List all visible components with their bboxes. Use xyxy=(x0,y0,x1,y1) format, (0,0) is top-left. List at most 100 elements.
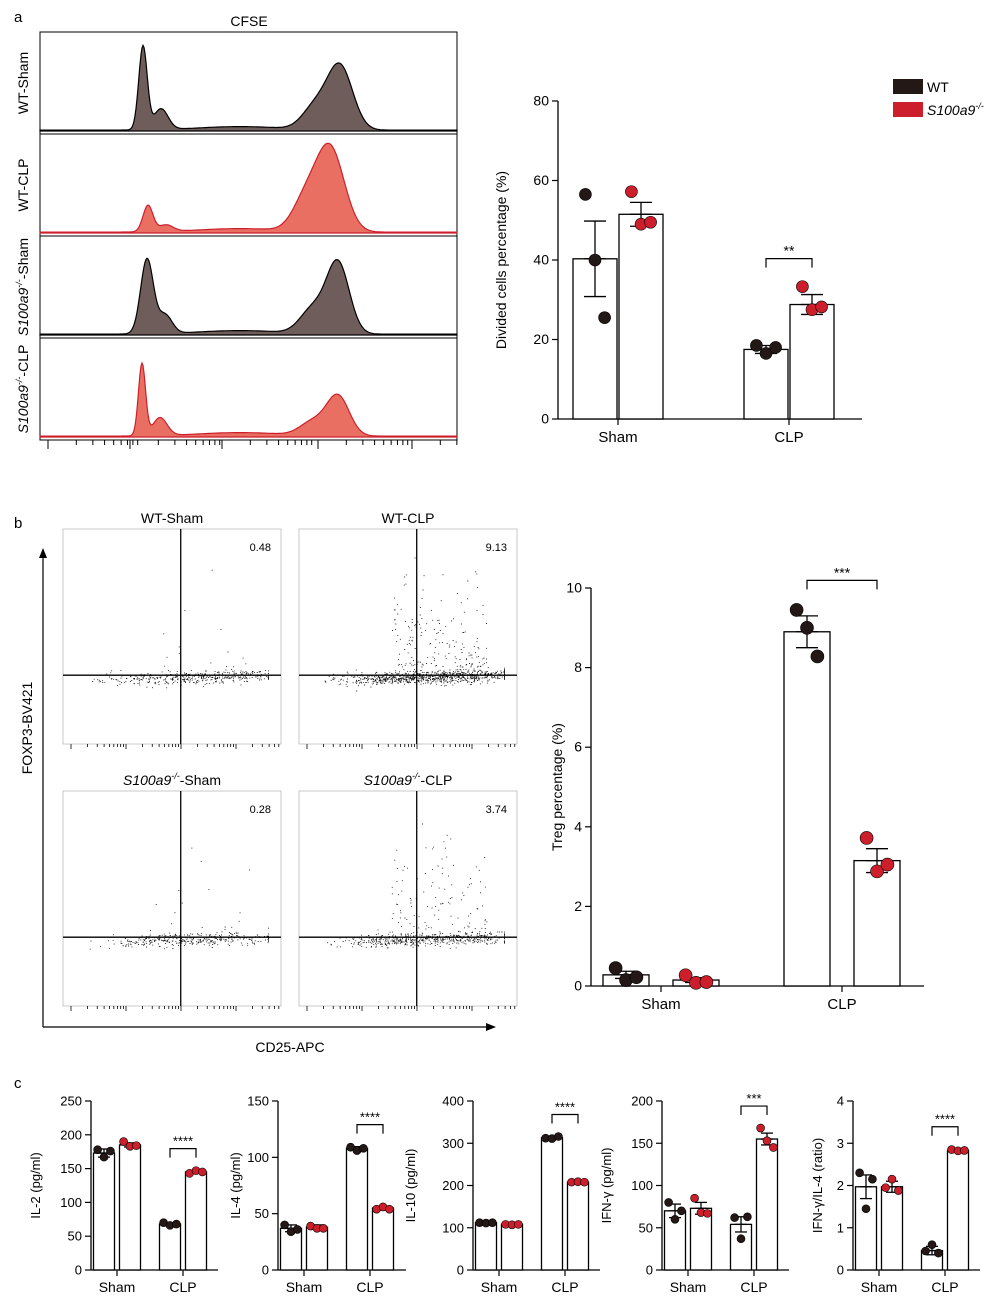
y-tick-label: 150 xyxy=(60,1161,82,1176)
cfse-histogram-panel: CFSE WT-Sham WT-CLP S100a9-/--Sham S100a9-/… xyxy=(14,13,458,449)
data-point xyxy=(880,857,895,872)
significance-bracket xyxy=(169,1148,197,1158)
histogram-row-label: S100a9-/--Sham xyxy=(14,238,31,336)
data-point xyxy=(887,1174,897,1184)
x-tick-label: CLP xyxy=(740,1279,767,1295)
y-tick-label: 150 xyxy=(247,1094,269,1109)
data-point xyxy=(730,1213,739,1222)
data-point xyxy=(488,1218,497,1227)
significance-label: *** xyxy=(746,1091,761,1106)
histogram-frame xyxy=(39,133,458,237)
significance-bracket xyxy=(806,579,878,590)
data-point xyxy=(293,1225,302,1234)
flow-plot-title: WT-CLP xyxy=(382,510,435,526)
flow-y-label: FOXP3-BV421 xyxy=(19,681,35,774)
histogram-frame xyxy=(39,235,458,339)
legend-wt-label: WT xyxy=(927,79,949,95)
histogram-frame xyxy=(39,337,458,441)
data-point xyxy=(855,1168,864,1178)
data-point xyxy=(921,1246,930,1256)
y-tick-label: 100 xyxy=(60,1195,82,1210)
bar xyxy=(618,213,664,420)
data-point xyxy=(670,1215,680,1224)
x-tick-label: Sham xyxy=(481,1279,518,1295)
bar xyxy=(474,1222,498,1271)
panel-label-b: b xyxy=(14,515,22,532)
data-point xyxy=(960,1146,969,1155)
quadrant-percentage: 0.48 xyxy=(250,542,271,554)
chart-c-ifng: 0 50 100 150 200 IFN-γ (pg/ml) Sham CLP *** xyxy=(599,1091,789,1295)
flow-plot-title: S100a9-/--CLP xyxy=(364,771,453,788)
y-tick-label: 20 xyxy=(533,331,549,347)
x-tick-label: CLP xyxy=(551,1279,578,1295)
significance-bracket xyxy=(740,1105,768,1116)
bar xyxy=(371,1207,395,1271)
data-point xyxy=(579,188,592,201)
data-point xyxy=(868,1174,877,1184)
data-point xyxy=(106,1146,115,1156)
chart-c-il4: 0 50 100 150 IL-4 (pg/ml) Sham CLP **** xyxy=(228,1094,406,1295)
chart-c-il10: 0 100 200 300 400 IL-10 (pg/ml) Sham CLP **** xyxy=(403,1094,600,1295)
data-point xyxy=(934,1248,943,1258)
y-tick-label: 1 xyxy=(837,1220,844,1235)
y-tick-label: 100 xyxy=(247,1150,269,1165)
y-axis-label: IL-10 (pg/ml) xyxy=(403,1149,418,1223)
data-point xyxy=(743,1212,752,1222)
significance-label: **** xyxy=(935,1112,955,1127)
bar xyxy=(853,859,901,987)
data-point xyxy=(796,280,809,293)
y-axis-label: IL-4 (pg/ml) xyxy=(228,1152,243,1218)
x-tick-label: CLP xyxy=(931,1279,958,1295)
data-point xyxy=(93,1145,102,1154)
y-tick-label: 0 xyxy=(837,1263,844,1278)
data-point xyxy=(699,975,714,989)
flow-plot-title: WT-Sham xyxy=(141,510,203,526)
y-tick-label: 40 xyxy=(533,252,549,268)
data-point xyxy=(608,961,623,975)
y-tick-label: 60 xyxy=(533,172,549,188)
x-tick-label: CLP xyxy=(827,996,856,1013)
bar xyxy=(946,1149,970,1271)
y-tick-label: 0 xyxy=(75,1263,82,1278)
chart-c-il2: 0 50 100 150 200 250 IL-2 (pg/ml) Sham CLP **** xyxy=(28,1094,218,1295)
data-point xyxy=(580,1177,589,1187)
data-point xyxy=(99,1152,109,1162)
data-point xyxy=(677,1206,686,1216)
x-tick-label: Sham xyxy=(286,1279,323,1295)
chart-a-bar: 0 20 40 60 80 Divided cells percentage (%) Sha… xyxy=(493,93,862,446)
histogram-frame xyxy=(39,31,458,135)
data-point xyxy=(759,347,773,360)
data-point xyxy=(815,300,828,314)
bar xyxy=(743,348,789,420)
data-point xyxy=(132,1141,141,1150)
y-axis-label: IL-2 (pg/ml) xyxy=(28,1152,43,1218)
bar xyxy=(118,1144,142,1271)
data-point xyxy=(598,311,611,324)
data-point xyxy=(385,1204,394,1214)
flow-cytometry-panel: WT-Sham 0.48 WT-CLP 9.13 S100a9-/--Sham 0.28 S… xyxy=(19,510,518,1055)
y-tick-label: 80 xyxy=(533,93,549,109)
y-tick-label: 2 xyxy=(574,898,582,914)
x-tick-label: Sham xyxy=(598,429,637,446)
y-axis-label: Treg percentage (%) xyxy=(549,723,565,851)
quadrant-percentage: 9.13 xyxy=(486,542,507,554)
chart-c-ratio: 0 1 2 3 4 IFN-γ/IL-4 (ratio) Sham CLP **** xyxy=(810,1094,980,1295)
data-point xyxy=(810,649,825,664)
flow-events xyxy=(89,847,269,950)
data-point xyxy=(789,603,804,617)
y-tick-label: 2 xyxy=(837,1178,844,1193)
data-point xyxy=(625,185,638,198)
y-axis-label: Divided cells percentage (%) xyxy=(493,171,509,349)
data-point xyxy=(894,1186,903,1195)
significance-label: **** xyxy=(360,1110,380,1125)
panel-label-a: a xyxy=(14,9,23,26)
legend-wt-swatch xyxy=(893,79,923,94)
data-point xyxy=(119,1137,128,1146)
data-point xyxy=(359,1144,368,1153)
x-tick-label: CLP xyxy=(774,429,803,446)
y-tick-label: 50 xyxy=(68,1229,82,1244)
data-point xyxy=(927,1240,937,1249)
y-tick-label: 4 xyxy=(574,818,582,834)
